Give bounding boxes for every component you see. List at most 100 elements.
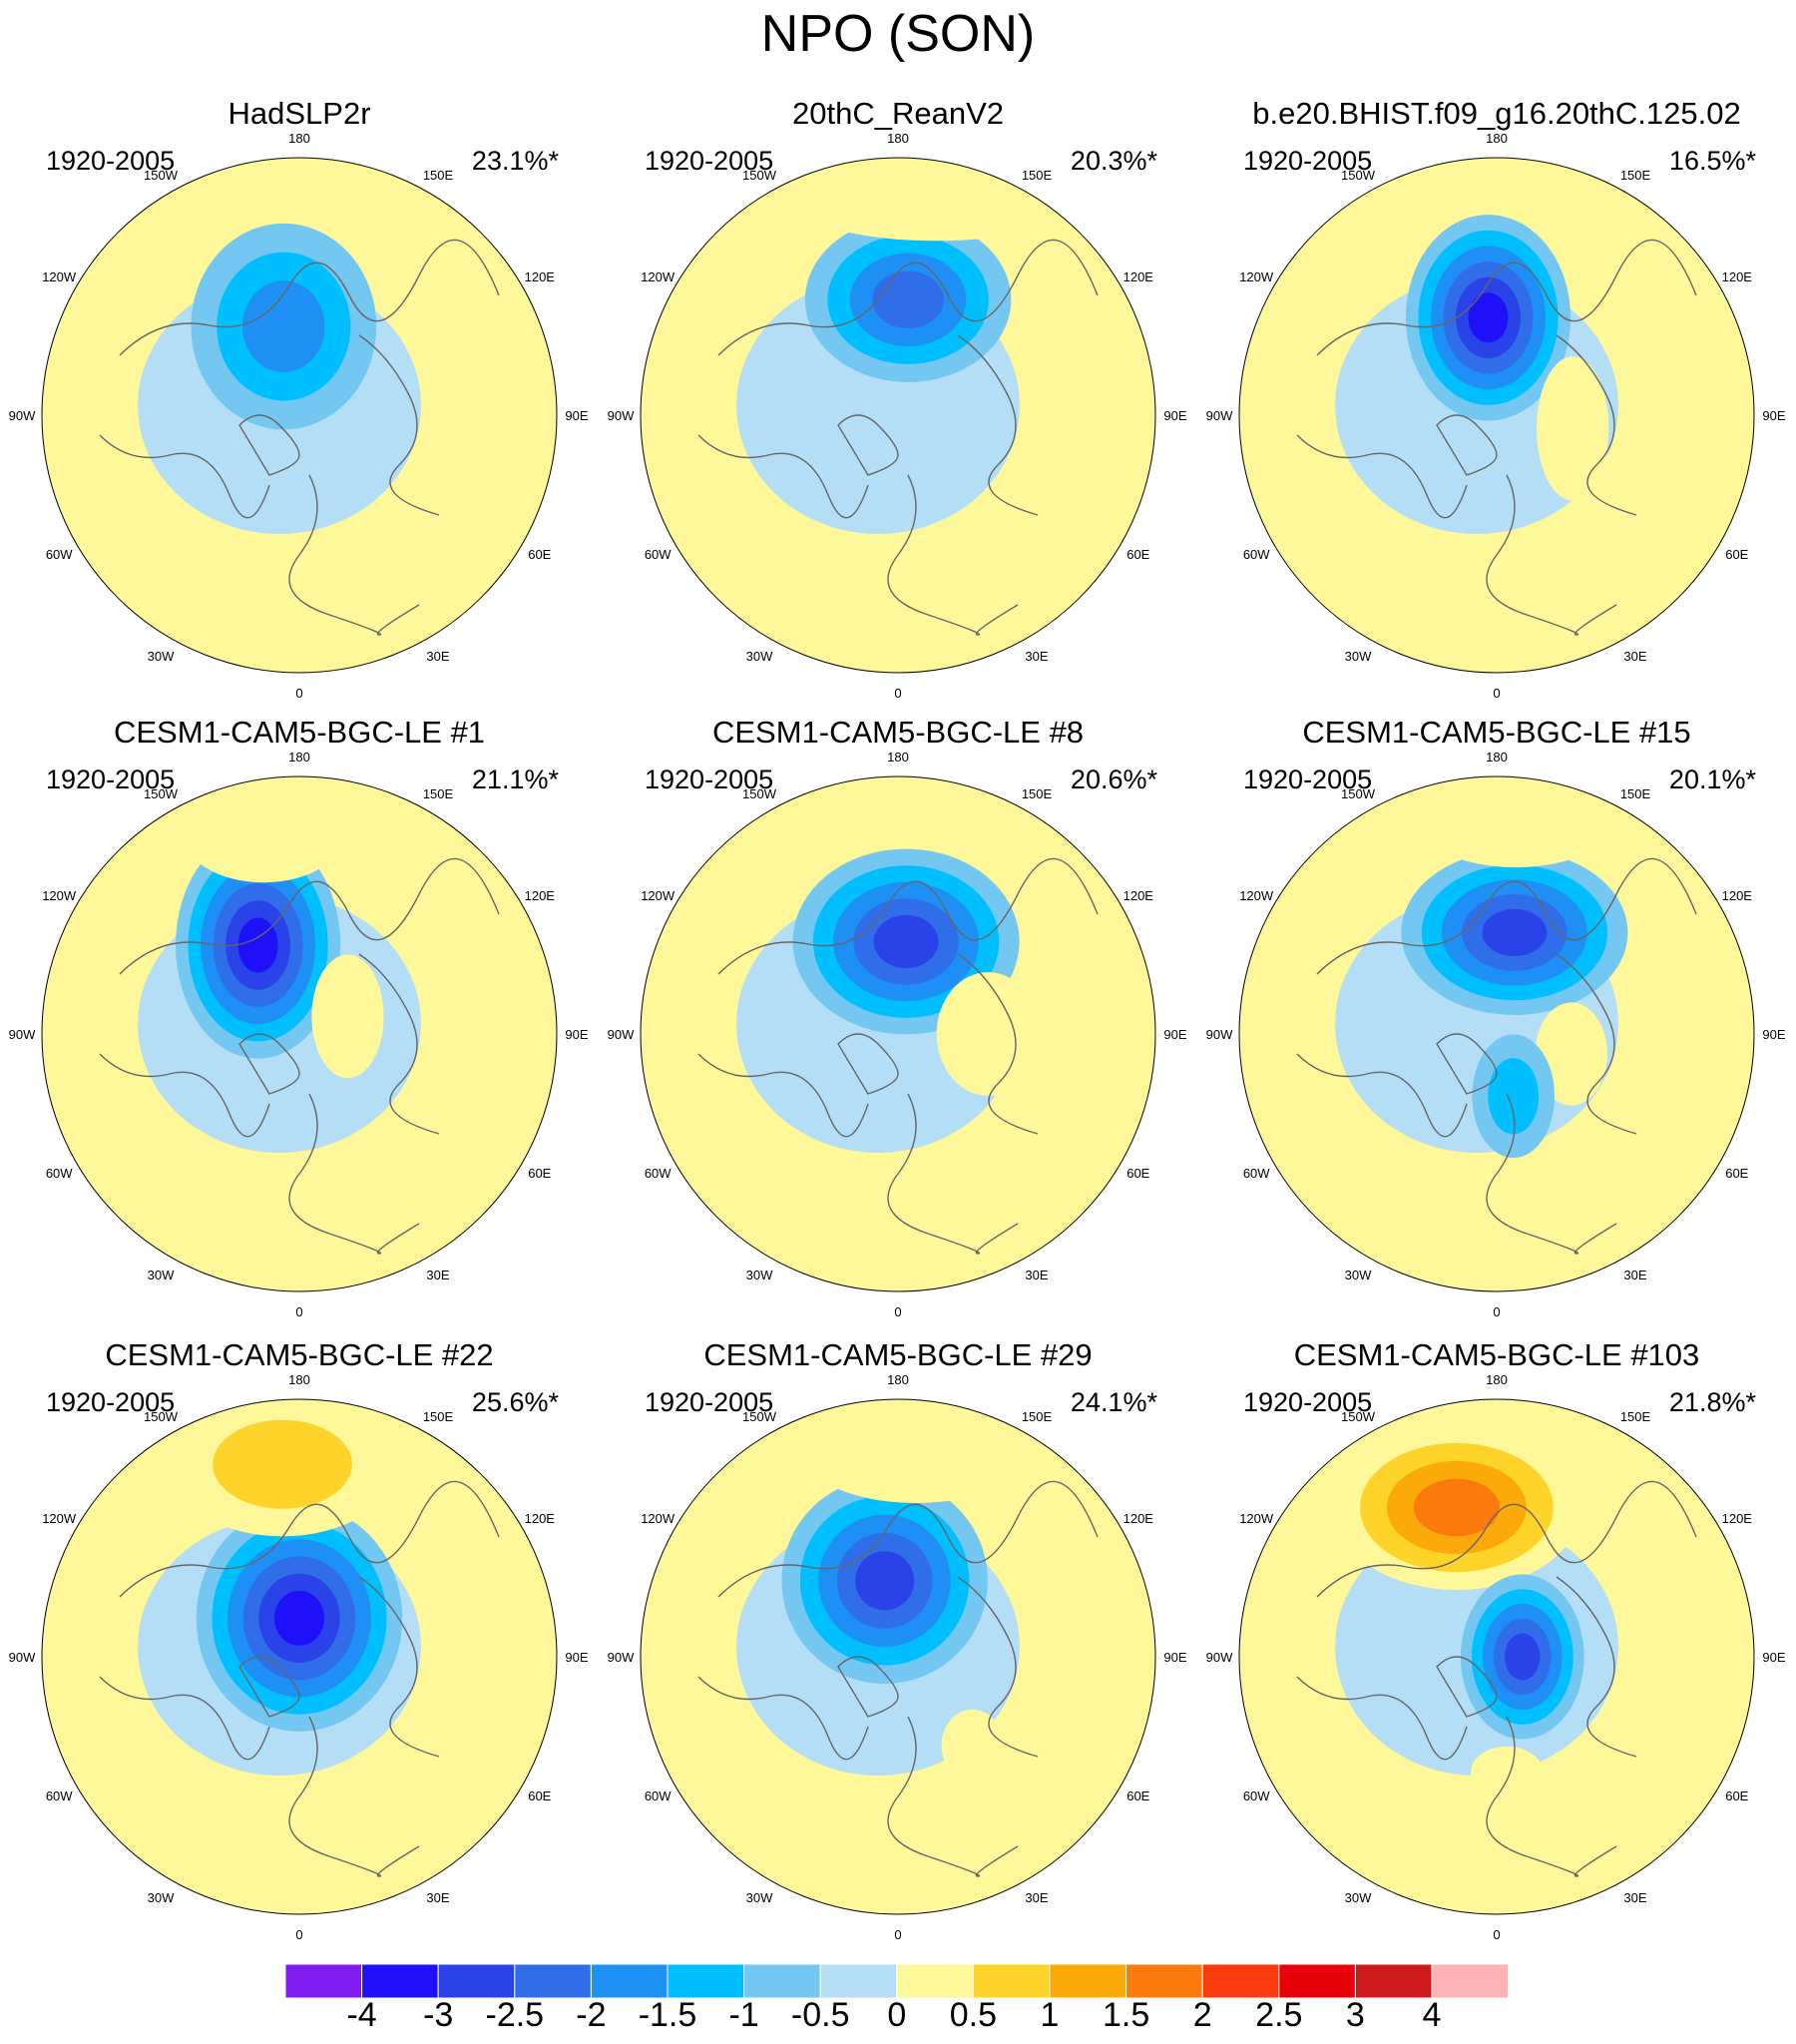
negative-anomaly-contour	[1505, 1633, 1541, 1681]
longitude-label: 30E	[1623, 1890, 1646, 1905]
colorbar-swatch	[1278, 1963, 1356, 1999]
colorbar-swatch	[1125, 1963, 1203, 1999]
longitude-label: 120E	[525, 269, 556, 284]
longitude-label: 30E	[1623, 1268, 1646, 1282]
colorbar-tick-label: 4	[1422, 1996, 1442, 2034]
longitude-label: 90W	[1206, 1027, 1233, 1042]
map-boundary	[640, 775, 1156, 1292]
longitude-label: 150W	[144, 168, 179, 183]
longitude-label: 30E	[1623, 649, 1646, 664]
panel-title: b.e20.BHIST.f09_g16.20thC.125.02	[1252, 96, 1741, 131]
longitude-label: 150E	[423, 1409, 454, 1424]
positive-anomaly-contour	[181, 779, 346, 883]
longitude-label: 90E	[565, 1027, 588, 1042]
longitude-label: 120W	[42, 269, 77, 284]
positive-anomaly-contour	[213, 1419, 352, 1509]
map-panel: CESM1-CAM5-BGC-LE #29 1920-2005 24.1%* 180 1…	[599, 1337, 1197, 1956]
negative-anomaly-contour	[855, 1551, 915, 1611]
longitude-label: 0	[1493, 1304, 1500, 1319]
panel-period: 1920-2005	[1243, 765, 1373, 794]
polar-map: 180 150W 150E 120W 120E 90W 90E 60W 60E 30W 30E 0	[9, 1372, 589, 1942]
longitude-label: 150E	[1620, 1409, 1651, 1424]
negative-anomaly-contour	[274, 1590, 324, 1646]
longitude-label: 150W	[144, 1409, 179, 1424]
longitude-label: 60W	[46, 1788, 73, 1803]
colorbar-swatch	[743, 1963, 821, 1999]
colorbar-swatch	[1431, 1963, 1510, 1999]
longitude-label: 90W	[1206, 408, 1233, 423]
colorbar-swatch	[284, 1963, 363, 1999]
polar-map: 180 150W 150E 120W 120E 90W 90E 60W 60E 30W 30E 0	[9, 131, 589, 701]
negative-anomaly-contour	[1488, 1058, 1540, 1135]
longitude-label: 30E	[1025, 1268, 1048, 1282]
longitude-label: 30E	[1025, 1890, 1048, 1905]
negative-anomaly-contour	[872, 270, 944, 328]
colorbar-tick-label: -3	[423, 1996, 454, 2034]
panel-title: 20thC_ReanV2	[792, 96, 1004, 131]
colorbar-tick-label: 0.5	[949, 1996, 998, 2034]
positive-anomaly-contour	[1413, 1478, 1500, 1537]
longitude-label: 150E	[1620, 168, 1651, 183]
longitude-label: 120W	[42, 888, 77, 903]
coastline	[1296, 1480, 1697, 1877]
panel-variance-percent: 25.6%*	[471, 1387, 559, 1417]
panel-variance-percent: 20.1%*	[1668, 765, 1756, 794]
panel-variance-percent: 21.8%*	[1668, 1387, 1756, 1417]
longitude-label: 90E	[1163, 408, 1186, 423]
longitude-label: 30W	[148, 1268, 175, 1282]
coastline	[99, 1480, 500, 1877]
positive-anomaly-contour	[941, 1709, 1004, 1782]
positive-anomaly-contour	[936, 972, 1040, 1096]
longitude-label: 150E	[1022, 168, 1053, 183]
longitude-label: 180	[887, 1372, 909, 1387]
longitude-label: 0	[295, 686, 302, 701]
longitude-label: 90E	[565, 1650, 588, 1665]
panel-period: 1920-2005	[46, 1387, 176, 1417]
longitude-label: 120E	[1123, 269, 1154, 284]
panel-variance-percent: 16.5%*	[1668, 146, 1756, 176]
colorbar-tick-label: -1.5	[638, 1996, 697, 2034]
longitude-label: 60E	[1126, 1166, 1149, 1181]
map-panel: HadSLP2r 1920-2005 23.1%* 180 150W 150E 120W 12…	[0, 96, 599, 715]
longitude-label: 90W	[9, 1027, 36, 1042]
panel-variance-percent: 24.1%*	[1070, 1387, 1157, 1417]
longitude-label: 30W	[746, 649, 773, 664]
longitude-label: 60W	[645, 1788, 672, 1803]
longitude-label: 120W	[1239, 269, 1274, 284]
longitude-label: 30W	[1345, 1890, 1372, 1905]
longitude-label: 180	[288, 1372, 310, 1387]
longitude-label: 180	[1486, 750, 1508, 765]
coastline	[697, 857, 1099, 1255]
longitude-label: 90W	[608, 408, 635, 423]
panel-variance-percent: 21.1%*	[471, 765, 559, 794]
panel-variance-percent: 20.3%*	[1070, 146, 1157, 176]
longitude-label: 60E	[528, 547, 551, 562]
longitude-label: 60E	[1725, 1166, 1748, 1181]
map-boundary	[41, 775, 558, 1292]
panel-title: CESM1-CAM5-BGC-LE #22	[105, 1337, 494, 1372]
positive-anomaly-contour	[1535, 1002, 1607, 1106]
colorbar-swatch	[896, 1963, 974, 1999]
polar-map: 180 150W 150E 120W 120E 90W 90E 60W 60E 30W 30E 0	[608, 131, 1187, 701]
map-panel: b.e20.BHIST.f09_g16.20thC.125.02 1920-200…	[1197, 96, 1796, 715]
longitude-label: 30E	[426, 1890, 449, 1905]
longitude-label: 60E	[1725, 1788, 1748, 1803]
longitude-label: 90E	[1762, 408, 1785, 423]
longitude-label: 90W	[608, 1650, 635, 1665]
panel-title: CESM1-CAM5-BGC-LE #15	[1302, 715, 1691, 750]
negative-anomaly-contour	[241, 280, 325, 372]
polar-map: 180 150W 150E 120W 120E 90W 90E 60W 60E 30W 30E 0	[608, 1372, 1187, 1942]
panel-title: CESM1-CAM5-BGC-LE #8	[711, 715, 1085, 750]
longitude-label: 150W	[742, 1409, 777, 1424]
coastline	[99, 857, 500, 1255]
longitude-label: 60E	[528, 1788, 551, 1803]
coastline	[1296, 857, 1697, 1255]
panel-period: 1920-2005	[46, 765, 176, 794]
map-boundary	[640, 157, 1156, 674]
panel-title: CESM1-CAM5-BGC-LE #103	[1293, 1337, 1700, 1372]
polar-map: 180 150W 150E 120W 120E 90W 90E 60W 60E 30W 30E 0	[1206, 1372, 1786, 1942]
panel-period: 1920-2005	[1243, 146, 1373, 176]
longitude-label: 150W	[742, 786, 777, 801]
longitude-label: 90W	[9, 1650, 36, 1665]
map-boundary	[1238, 1398, 1755, 1915]
